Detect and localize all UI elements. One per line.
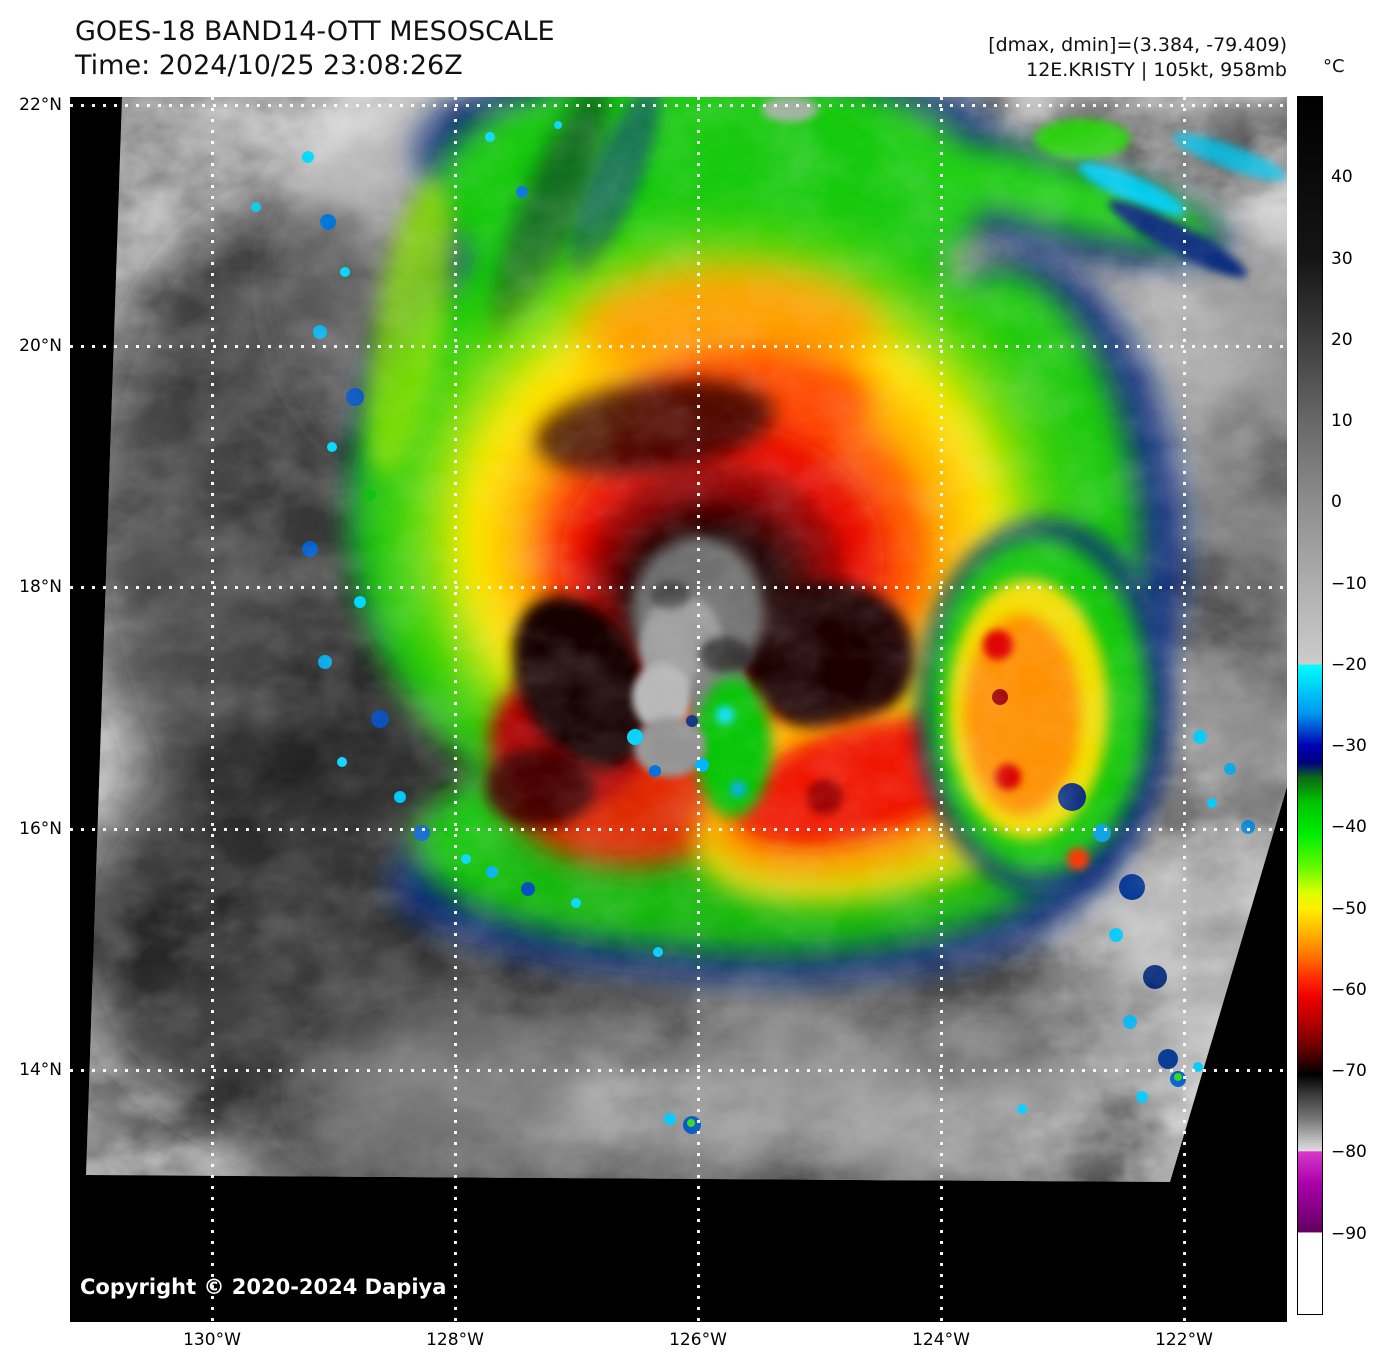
gridline-lat-22°N: [70, 104, 1287, 107]
colorbar-tick-label: −10: [1331, 573, 1367, 594]
data-swath: [86, 97, 1287, 1182]
gridline-lon-128°W: [454, 97, 457, 1322]
colorbar-tick-label: −40: [1331, 817, 1367, 838]
gridline-lat-16°N: [70, 828, 1287, 831]
lat-label: 22°N: [19, 95, 62, 115]
colorbar-tick-label: 30: [1331, 248, 1353, 269]
gridline-lon-124°W: [940, 97, 943, 1322]
gridline-lat-14°N: [70, 1069, 1287, 1072]
colorbar-tick-label: −50: [1331, 898, 1367, 919]
colorbar: [1297, 96, 1323, 1315]
storm-info-annotation: 12E.KRISTY | 105kt, 958mb: [1026, 59, 1287, 81]
gridline-lat-20°N: [70, 345, 1287, 348]
gridline-lat-18°N: [70, 586, 1287, 589]
colorbar-tick-label: 20: [1331, 329, 1353, 350]
lon-label: 128°W: [426, 1330, 484, 1350]
lon-label: 126°W: [669, 1330, 727, 1350]
product-title: GOES-18 BAND14-OTT MESOSCALE: [75, 16, 555, 47]
lat-label: 18°N: [19, 577, 62, 597]
lat-label: 20°N: [19, 336, 62, 356]
product-timestamp: Time: 2024/10/25 23:08:26Z: [75, 50, 463, 81]
colorbar-tick-label: −80: [1331, 1142, 1367, 1163]
annotation-block: [dmax, dmin]=(3.384, -79.409) 12E.KRISTY…: [988, 33, 1287, 83]
lon-label: 122°W: [1155, 1330, 1213, 1350]
colorbar-tick-label: 10: [1331, 411, 1353, 432]
gridline-lon-130°W: [211, 97, 214, 1322]
lon-label: 130°W: [183, 1330, 241, 1350]
gridline-lon-126°W: [697, 97, 700, 1322]
colorbar-tick-label: −60: [1331, 979, 1367, 1000]
colorbar-tick-label: 0: [1331, 492, 1342, 513]
colorbar-tick-label: −30: [1331, 736, 1367, 757]
gridline-lon-122°W: [1183, 97, 1186, 1322]
colorbar-unit-label: °C: [1323, 56, 1345, 77]
colorbar-tick-label: −90: [1331, 1223, 1367, 1244]
colorbar-tick-label: −70: [1331, 1061, 1367, 1082]
satellite-image: [70, 97, 1287, 1322]
lon-label: 124°W: [912, 1330, 970, 1350]
map-plot-area: Copyright © 2020-2024 Dapiya: [70, 97, 1287, 1322]
colorbar-tick-label: 40: [1331, 167, 1353, 188]
lat-label: 16°N: [19, 819, 62, 839]
colorbar-tick-label: −20: [1331, 654, 1367, 675]
lat-label: 14°N: [19, 1060, 62, 1080]
copyright-label: Copyright © 2020-2024 Dapiya: [80, 1275, 447, 1299]
dmax-dmin-annotation: [dmax, dmin]=(3.384, -79.409): [988, 34, 1287, 56]
